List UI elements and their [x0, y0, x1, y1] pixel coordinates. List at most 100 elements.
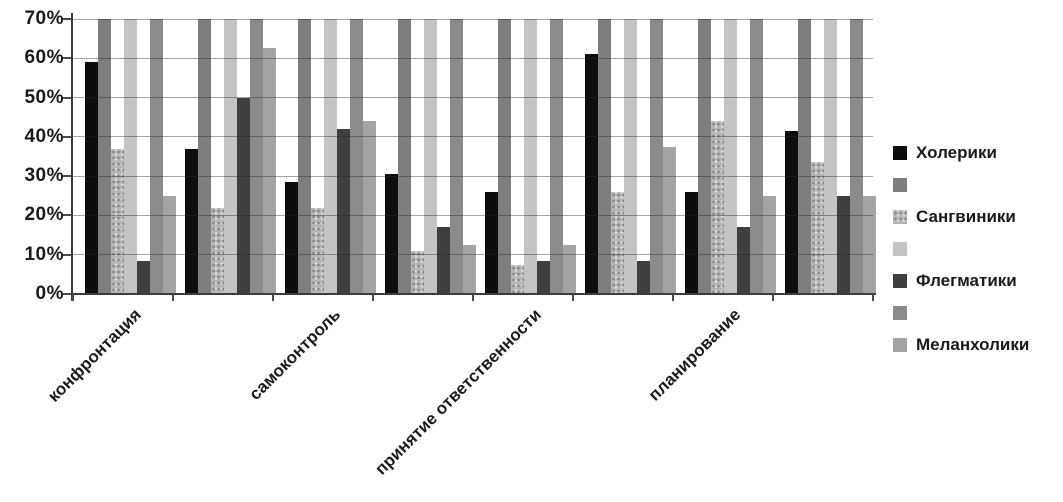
bar [485, 192, 498, 294]
bar [850, 19, 863, 294]
bar [837, 196, 850, 294]
bar [811, 162, 824, 294]
bar [724, 19, 737, 294]
bar [363, 121, 376, 294]
bar [350, 19, 363, 294]
legend-swatch [893, 242, 907, 256]
x-category-label: конфронтация [43, 305, 145, 406]
bar [498, 19, 511, 294]
y-tick-label: 60% [24, 47, 64, 69]
x-tick-mark [72, 294, 74, 301]
bar [598, 19, 611, 294]
y-tick-label: 0% [35, 283, 64, 304]
legend-swatch [893, 338, 907, 352]
legend-label: Сангвиники [916, 207, 1016, 226]
gridline [73, 214, 873, 216]
bar [550, 19, 563, 294]
legend-label: Холерики [916, 143, 997, 162]
x-tick-mark [472, 294, 474, 301]
y-tick-mark [63, 57, 71, 60]
bar [411, 251, 424, 294]
legend-swatch [893, 178, 907, 192]
y-tick-mark [63, 96, 71, 99]
x-tick-mark [672, 294, 674, 301]
legend-label: Меланхолики [916, 335, 1030, 354]
bar [137, 261, 150, 294]
bar [524, 19, 537, 294]
bar [450, 19, 463, 294]
bar [624, 19, 637, 294]
legend-swatch [893, 306, 907, 320]
legend: Холерики Сангвиники Флегматики Меланхолики [893, 143, 1030, 369]
legend-item: Флегматики [893, 271, 1029, 290]
gridline [73, 254, 873, 256]
bar [98, 19, 111, 294]
bar [424, 19, 437, 294]
legend-swatch [893, 274, 907, 288]
plot-area [73, 18, 876, 294]
y-tick-label: 70% [24, 8, 64, 29]
y-tick-label: 50% [24, 86, 64, 108]
x-tick-mark [872, 294, 874, 301]
legend-item: Меланхолики [893, 335, 1030, 354]
bar [737, 227, 750, 294]
bar [663, 147, 676, 294]
bar [463, 245, 476, 294]
bar [698, 19, 711, 294]
bar [511, 265, 524, 294]
y-tick-label: 30% [24, 165, 64, 187]
bar [785, 131, 798, 294]
legend-item: Сангвиники [893, 207, 1029, 226]
legend-item [893, 241, 1029, 257]
x-tick-mark [772, 294, 774, 301]
bar [263, 48, 276, 294]
gridline [73, 136, 873, 138]
bar [398, 19, 411, 294]
x-tick-mark [372, 294, 374, 301]
gridline [73, 97, 873, 99]
x-category-label: принятие ответственности [370, 305, 545, 479]
bar [685, 192, 698, 294]
bar [211, 208, 224, 294]
bar [763, 196, 776, 294]
bar [224, 19, 237, 294]
bar [863, 196, 876, 294]
bar [150, 19, 163, 294]
y-tick-label: 10% [24, 243, 64, 265]
bar [163, 196, 176, 294]
bar [250, 19, 263, 294]
legend-swatch [893, 146, 907, 160]
bar [750, 19, 763, 294]
gridline [73, 175, 873, 177]
bar [85, 62, 98, 294]
legend-item [893, 305, 1029, 321]
bar [537, 261, 550, 294]
bar [111, 149, 124, 294]
y-tick-mark [63, 253, 71, 256]
y-tick-mark [63, 18, 71, 20]
y-tick-mark [63, 175, 71, 178]
y-tick-mark [63, 214, 71, 217]
bar [311, 208, 324, 294]
x-category-label: планирование [644, 305, 745, 405]
y-tick-mark [63, 293, 71, 295]
y-tick-label: 20% [24, 204, 64, 226]
bar [650, 19, 663, 294]
bar [824, 19, 837, 294]
bar [124, 19, 137, 294]
bar [324, 19, 337, 294]
x-tick-mark [172, 294, 174, 301]
bar [185, 149, 198, 294]
bar [711, 121, 724, 294]
legend-label: Флегматики [916, 271, 1017, 290]
bar [611, 192, 624, 294]
y-tick-mark [63, 135, 71, 138]
bar [198, 19, 211, 294]
bar [298, 19, 311, 294]
y-tick-label: 40% [24, 125, 64, 147]
bar [798, 19, 811, 294]
x-tick-mark [572, 294, 574, 301]
y-axis-line [71, 13, 73, 301]
bar [385, 174, 398, 294]
